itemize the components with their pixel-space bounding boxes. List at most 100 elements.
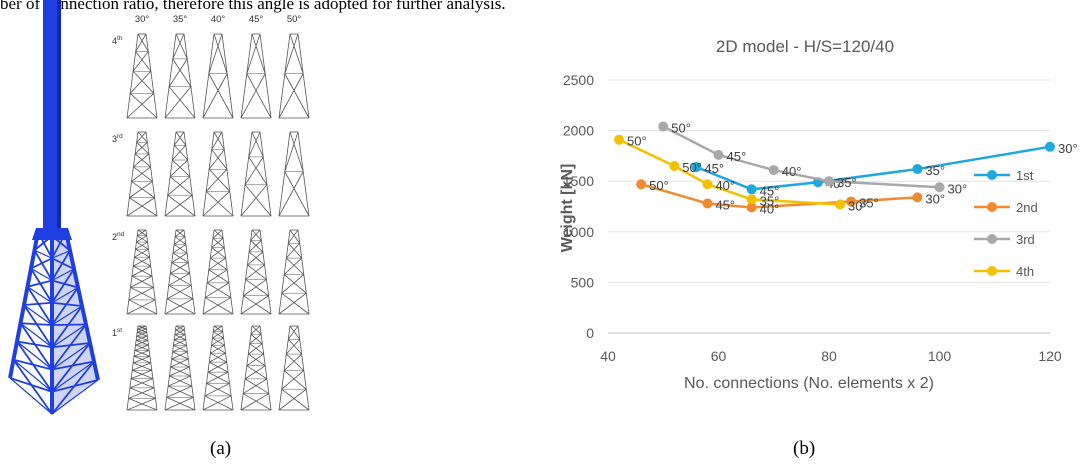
row-label-4th: 4th [112, 35, 123, 46]
tower-config-3rd-2 [202, 131, 234, 217]
tower-config-4th-2 [202, 33, 234, 119]
tower-config-3rd-1 [164, 131, 196, 217]
data-point-1st-3 [912, 164, 923, 175]
data-point-4th-0 [614, 134, 625, 145]
data-label-1st-4: 30° [1058, 141, 1078, 156]
data-point-2nd-2 [746, 202, 757, 213]
tower-config-3rd-4 [278, 131, 310, 217]
data-label-2nd-4: 30° [925, 191, 945, 206]
x-axis-label: No. connections (No. elements x 2) [684, 375, 934, 392]
tower-config-2nd-1 [164, 229, 196, 315]
data-label-1st-1: 45° [760, 183, 780, 198]
x-tick-label: 60 [711, 348, 727, 364]
panel-a-label: (a) [210, 438, 232, 459]
monopile-shade [57, 0, 61, 232]
data-point-1st-4 [1045, 141, 1055, 152]
tower-config-1st-4 [278, 325, 310, 411]
data-point-3rd-0 [658, 121, 669, 132]
legend-label-3rd: 3rd [1016, 232, 1035, 247]
row-label-2nd: 2nd [112, 231, 125, 242]
angle-header-0: 30° [135, 14, 150, 25]
y-tick-label: 1000 [563, 224, 594, 240]
data-label-3rd-4: 30° [948, 181, 968, 196]
data-label-4th-1: 50° [682, 160, 702, 175]
monopile-shaft [43, 0, 61, 232]
legend-label-1st: 1st [1016, 168, 1034, 183]
tower-config-1st-1 [164, 325, 196, 411]
legend-label-4th: 4th [1016, 264, 1034, 279]
angle-header-2: 40° [211, 14, 226, 25]
data-point-4th-3 [746, 194, 757, 205]
tower-configuration-grid: 30° 35° 40° 45° 50° 4th 3rd 2nd 1st [112, 14, 310, 411]
data-point-2nd-3 [846, 196, 857, 207]
series-4th: 50°50°40°35° 30° [614, 134, 868, 213]
chart-legend: 1st 2nd 3rd 4th [974, 168, 1038, 279]
panel-a-tower-figure: 30° 35° 40° 45° 50° 4th 3rd 2nd 1st (a) [0, 0, 380, 476]
x-tick-label: 80 [821, 348, 837, 364]
y-tick-label: 0 [586, 325, 594, 341]
transition-piece [32, 228, 72, 240]
tower-config-2nd-4 [278, 229, 310, 315]
chart-title: 2D model - H/S=120/40 [716, 37, 894, 56]
data-label-1st-0: 45° [704, 161, 724, 176]
panel-b-label: (b) [793, 438, 816, 459]
data-point-2nd-1 [702, 198, 713, 209]
x-tick-label: 100 [928, 348, 952, 364]
angle-header-4: 50° [287, 14, 302, 25]
data-label-1st-3: 35° [925, 163, 945, 178]
data-label-4th-3: 35° [760, 193, 780, 208]
legend-label-2nd: 2nd [1016, 200, 1038, 215]
tower-config-2nd-0 [126, 229, 158, 315]
legend-entry-2nd: 2nd [974, 200, 1038, 215]
tower-config-1st-3 [240, 325, 272, 411]
data-label-3rd-1: 45° [727, 149, 747, 164]
data-point-2nd-4 [912, 192, 923, 203]
chart-axes: 0 500 1000 1500 2000 2500 40 60 80 100 120 [563, 72, 1062, 364]
data-point-3rd-3 [824, 176, 834, 187]
data-label-2nd-1: 45° [715, 197, 735, 212]
data-point-3rd-1 [713, 149, 724, 160]
weight-vs-connections-chart: 2D model - H/S=120/40 0 500 1000 1500 2000 25… [559, 37, 1078, 392]
tower-config-2nd-2 [202, 229, 234, 315]
chart-gridlines [608, 79, 1050, 334]
angle-header-3: 45° [249, 14, 264, 25]
monopile-tower-3d-model [8, 0, 100, 415]
data-label-4th-0: 50° [627, 134, 647, 149]
data-label-2nd-2: 40° [760, 202, 780, 217]
data-point-3rd-4 [934, 182, 945, 193]
data-label-3rd-3: 35° [837, 175, 857, 190]
tower-config-4th-0 [126, 33, 158, 119]
data-point-4th-4 [835, 199, 846, 210]
y-tick-label: 500 [571, 274, 595, 290]
row-label-3rd: 3rd [112, 133, 123, 144]
series-3rd: 50°45°40°35° 30° [658, 121, 968, 196]
tower-config-1st-2 [202, 325, 234, 411]
data-label-3rd-2: 40° [782, 164, 802, 179]
y-axis-label: Weight [kN] [559, 164, 576, 253]
chart-series: 45°45° 40°35°30°50°45° 40° 35° 30°50°45°40°3… [614, 121, 1078, 217]
data-label-2nd-3: 35° [859, 195, 879, 210]
y-tick-label: 2500 [563, 72, 594, 88]
data-point-3rd-2 [768, 165, 779, 176]
x-tick-label: 40 [600, 348, 616, 364]
data-label-3rd-0: 50° [671, 121, 691, 136]
legend-entry-4th: 4th [974, 264, 1034, 279]
tower-config-3rd-3 [240, 131, 272, 217]
data-point-4th-1 [669, 161, 680, 172]
data-point-4th-2 [702, 179, 713, 190]
legend-entry-1st: 1st [974, 168, 1034, 183]
tower-config-4th-3 [240, 33, 272, 119]
tower-figure-svg: 30° 35° 40° 45° 50° 4th 3rd 2nd 1st [8, 0, 310, 415]
tower-config-2nd-3 [240, 229, 272, 315]
series-2nd: 50°45° 40° 35° 30° [636, 178, 945, 217]
top-caption-text: ber of connection ratio, therefore this … [0, 0, 506, 13]
data-label-4th-4: 30° [848, 198, 868, 213]
y-tick-label: 1500 [563, 173, 594, 189]
row-label-1st: 1st [112, 327, 122, 338]
data-point-1st-0 [691, 162, 702, 173]
tower-config-4th-1 [164, 33, 196, 119]
angle-header-1: 35° [173, 14, 188, 25]
data-label-2nd-0: 50° [649, 178, 669, 193]
tower-config-3rd-0 [126, 131, 158, 217]
data-point-1st-1 [746, 184, 757, 195]
